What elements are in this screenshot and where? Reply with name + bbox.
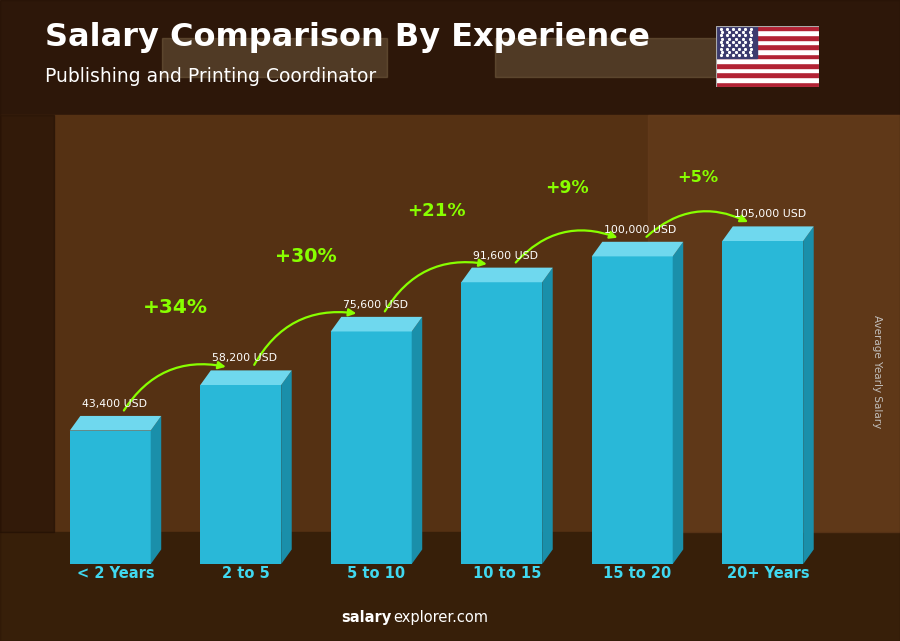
Text: 75,600 USD: 75,600 USD: [343, 300, 408, 310]
Text: +9%: +9%: [545, 179, 589, 197]
Bar: [716, 40, 819, 44]
Polygon shape: [723, 241, 803, 564]
Text: 20+ Years: 20+ Years: [726, 566, 809, 581]
Polygon shape: [462, 268, 553, 282]
Text: 100,000 USD: 100,000 USD: [604, 225, 676, 235]
Text: Publishing and Printing Coordinator: Publishing and Printing Coordinator: [45, 67, 376, 87]
Polygon shape: [723, 226, 814, 241]
Polygon shape: [70, 431, 150, 564]
Bar: [716, 82, 819, 87]
Bar: [716, 72, 819, 77]
Bar: [0, 115, 900, 532]
Text: 10 to 15: 10 to 15: [472, 566, 541, 581]
Polygon shape: [592, 256, 672, 564]
Text: 5 to 10: 5 to 10: [347, 566, 406, 581]
Polygon shape: [70, 416, 161, 431]
Polygon shape: [803, 226, 814, 564]
Text: +34%: +34%: [143, 297, 208, 317]
Bar: [716, 63, 819, 68]
Polygon shape: [462, 282, 542, 564]
Text: +21%: +21%: [407, 202, 466, 220]
Text: 2 to 5: 2 to 5: [222, 566, 270, 581]
Bar: [716, 26, 757, 58]
Bar: [716, 54, 819, 58]
Text: explorer.com: explorer.com: [393, 610, 489, 625]
Polygon shape: [150, 416, 161, 564]
Polygon shape: [201, 385, 281, 564]
Text: +5%: +5%: [677, 170, 718, 185]
Text: 43,400 USD: 43,400 USD: [82, 399, 147, 409]
Bar: [716, 30, 819, 35]
Polygon shape: [331, 331, 411, 564]
Text: 58,200 USD: 58,200 USD: [212, 353, 277, 363]
Bar: [716, 26, 819, 30]
Text: +30%: +30%: [275, 247, 337, 266]
Bar: [716, 58, 819, 63]
Polygon shape: [281, 370, 292, 564]
Polygon shape: [331, 317, 422, 331]
Polygon shape: [592, 242, 683, 256]
Polygon shape: [672, 242, 683, 564]
Bar: [648, 115, 900, 532]
Polygon shape: [201, 370, 292, 385]
Bar: [0, 0, 900, 115]
Text: 15 to 20: 15 to 20: [603, 566, 671, 581]
Text: 91,600 USD: 91,600 USD: [473, 251, 538, 261]
Text: salary: salary: [341, 610, 392, 625]
Bar: [495, 38, 720, 77]
Text: Average Yearly Salary: Average Yearly Salary: [872, 315, 883, 428]
Bar: [0, 532, 900, 641]
Bar: [716, 77, 819, 82]
Text: Salary Comparison By Experience: Salary Comparison By Experience: [45, 22, 650, 53]
Polygon shape: [542, 268, 553, 564]
Bar: [716, 49, 819, 54]
Bar: [716, 35, 819, 40]
Bar: [716, 68, 819, 72]
Polygon shape: [411, 317, 422, 564]
Text: < 2 Years: < 2 Years: [76, 566, 154, 581]
Bar: [0, 115, 54, 532]
Text: 105,000 USD: 105,000 USD: [734, 210, 806, 219]
Bar: [162, 38, 387, 77]
Bar: [716, 44, 819, 49]
